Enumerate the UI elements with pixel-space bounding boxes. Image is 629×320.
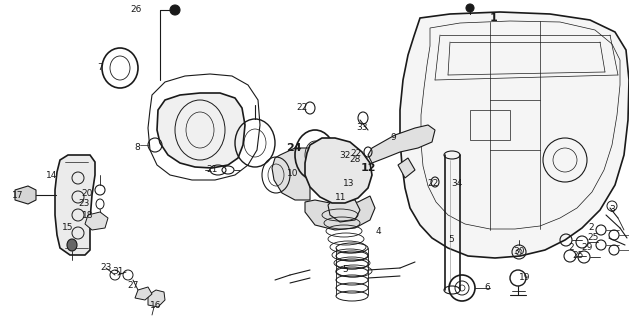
Ellipse shape — [466, 4, 474, 12]
Polygon shape — [328, 198, 360, 222]
Text: 11: 11 — [335, 194, 347, 203]
Text: 23: 23 — [79, 199, 90, 209]
Text: 33: 33 — [356, 124, 368, 132]
Polygon shape — [305, 196, 375, 230]
Text: 30: 30 — [513, 247, 525, 257]
Text: 5: 5 — [448, 236, 454, 244]
Text: 14: 14 — [47, 171, 58, 180]
Text: 23: 23 — [100, 263, 112, 273]
Polygon shape — [15, 186, 36, 204]
Text: 34: 34 — [452, 179, 463, 188]
Ellipse shape — [338, 148, 352, 162]
Text: 32: 32 — [339, 150, 351, 159]
Polygon shape — [85, 212, 108, 230]
Polygon shape — [400, 12, 629, 258]
Text: 7: 7 — [97, 63, 103, 73]
Polygon shape — [305, 138, 372, 203]
Text: 25: 25 — [572, 252, 584, 260]
Text: 21: 21 — [206, 164, 218, 173]
Text: 13: 13 — [343, 179, 355, 188]
Text: 10: 10 — [287, 169, 299, 178]
Polygon shape — [272, 148, 310, 200]
Text: 24: 24 — [286, 143, 302, 153]
Text: 19: 19 — [520, 274, 531, 283]
Text: 31: 31 — [112, 268, 124, 276]
Text: 1: 1 — [490, 13, 498, 23]
Text: 22: 22 — [296, 103, 308, 113]
Text: 18: 18 — [82, 212, 94, 220]
Text: 12: 12 — [360, 163, 376, 173]
Ellipse shape — [67, 239, 77, 251]
Text: 20: 20 — [81, 188, 92, 197]
Text: 5: 5 — [342, 266, 348, 275]
Text: 2: 2 — [568, 243, 574, 252]
Text: 9: 9 — [390, 133, 396, 142]
Text: 22: 22 — [427, 179, 438, 188]
Polygon shape — [398, 158, 415, 178]
Text: 6: 6 — [484, 284, 490, 292]
Polygon shape — [55, 155, 95, 255]
Text: 16: 16 — [150, 300, 162, 309]
Text: 22: 22 — [350, 148, 362, 157]
Text: 8: 8 — [134, 143, 140, 153]
Text: 3: 3 — [609, 205, 615, 214]
Polygon shape — [368, 125, 435, 163]
Ellipse shape — [170, 5, 180, 15]
Text: 2: 2 — [588, 223, 594, 233]
Text: 28: 28 — [349, 156, 360, 164]
Polygon shape — [135, 287, 152, 300]
Text: 25: 25 — [587, 234, 599, 243]
Polygon shape — [157, 93, 245, 168]
Text: 17: 17 — [12, 191, 24, 201]
Polygon shape — [148, 290, 165, 307]
Text: 4: 4 — [375, 228, 381, 236]
Text: 15: 15 — [62, 223, 74, 233]
Text: 29: 29 — [581, 244, 593, 252]
Text: 26: 26 — [130, 5, 142, 14]
Text: 27: 27 — [127, 281, 138, 290]
